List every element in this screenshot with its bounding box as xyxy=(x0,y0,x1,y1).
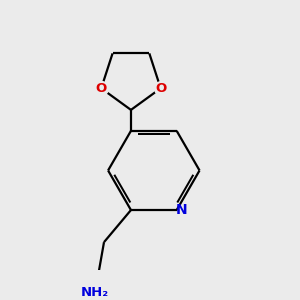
Text: O: O xyxy=(155,82,166,95)
Text: O: O xyxy=(96,82,107,95)
Text: N: N xyxy=(176,203,187,217)
Text: NH₂: NH₂ xyxy=(81,286,109,299)
